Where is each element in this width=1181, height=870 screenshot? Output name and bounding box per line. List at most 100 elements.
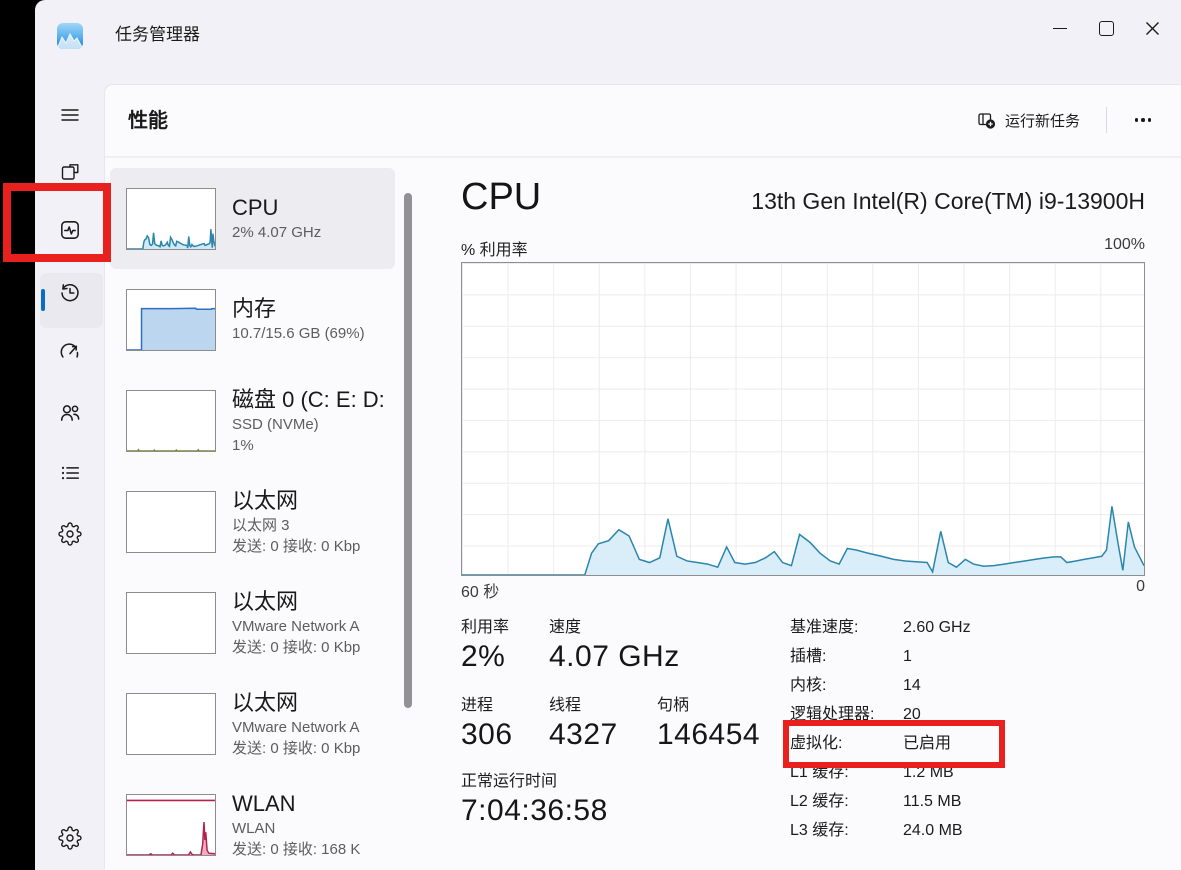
detail-value: 14 (903, 677, 921, 694)
maximize-button[interactable] (1083, 6, 1129, 50)
perf-list-item-wlan[interactable]: WLAN WLAN 发送: 0 接收: 168 K (110, 774, 395, 870)
list-scrollbar-thumb[interactable] (404, 193, 412, 708)
page-title: 性能 (128, 110, 168, 132)
perf-item-title: 磁盘 0 (C: E: D: (232, 386, 385, 412)
detail-label: L2 缓存: (790, 793, 849, 810)
cpu-utilization-series (462, 263, 1144, 575)
perf-item-subtitle: VMware Network A (232, 617, 360, 635)
sidebar-selected-indicator (41, 289, 45, 311)
perf-item-subtitle: 以太网 3 (232, 516, 290, 534)
sidebar-item-settings[interactable] (50, 818, 90, 858)
perf-item-subtitle: 2% 4.07 GHz (232, 224, 322, 241)
cpu-detail-panel: CPU 13th Gen Intel(R) Core(TM) i9-13900H… (461, 85, 1145, 870)
more-options-icon (1134, 118, 1139, 122)
perf-item-subtitle: 10.7/15.6 GB (69%) (232, 325, 365, 342)
perf-list-item-ethernet-vmware2[interactable]: 以太网 VMware Network A 发送: 0 接收: 0 Kbp (110, 673, 395, 774)
perf-item-subtitle2: 发送: 0 接收: 0 Kbp (232, 537, 361, 555)
detail-value: 1 (903, 648, 912, 665)
detail-row-l2-cache: L2 缓存: 11.5 MB (790, 787, 1140, 816)
detail-value: 11.5 MB (903, 793, 962, 810)
titlebar: 任务管理器 (35, 0, 1181, 70)
perf-item-subtitle2: 发送: 0 接收: 168 K (232, 840, 361, 858)
stat-label: 利用率 (461, 619, 510, 636)
maximize-icon (1098, 20, 1114, 36)
detail-value: 1.2 MB (903, 764, 954, 781)
sidebar-item-services[interactable] (50, 514, 90, 554)
settings-gear-icon (58, 826, 82, 850)
perf-item-title: 内存 (232, 296, 277, 321)
cpu-spec-details: 基准速度: 2.60 GHz 插槽: 1 内核: 14 逻辑处理器: 20 虚拟化: 已启… (790, 613, 1140, 845)
stat-label: 句柄 (657, 697, 690, 714)
sidebar-item-details[interactable] (50, 453, 90, 493)
header-divider (1106, 107, 1107, 133)
stat-label: 线程 (549, 697, 582, 714)
processor-name: 13th Gen Intel(R) Core(TM) i9-13900H (751, 188, 1145, 214)
perf-item-subtitle: SSD (NVMe) (232, 415, 319, 433)
detail-label: L1 缓存: (790, 764, 849, 781)
sidebar-item-startup-apps[interactable] (50, 332, 90, 372)
perf-item-subtitle2: 发送: 0 接收: 0 Kbp (232, 739, 361, 757)
startup-apps-icon (60, 343, 79, 358)
detail-value: 24.0 MB (903, 822, 963, 839)
detail-row-logical-processors: 逻辑处理器: 20 (790, 700, 1140, 729)
chart-x-right-label: 0 (1136, 578, 1145, 595)
detail-row-l3-cache: L3 缓存: 24.0 MB (790, 816, 1140, 845)
app-title: 任务管理器 (115, 25, 200, 44)
sidebar-item-performance[interactable] (50, 210, 90, 250)
sidebar-item-app-history[interactable] (50, 273, 90, 313)
perf-item-subtitle: WLAN (232, 819, 276, 837)
detail-row-cores: 内核: 14 (790, 671, 1140, 700)
stat-value-utilization: 2% (461, 640, 506, 673)
wlan-mini-chart (126, 793, 216, 856)
ethernet-mini-chart (126, 490, 216, 553)
new-task-icon (978, 112, 996, 129)
chart-y-axis-label: % 利用率 (461, 242, 528, 259)
cpu-panel-title: CPU (461, 176, 542, 218)
perf-list-item-ethernet3[interactable]: 以太网 以太网 3 发送: 0 接收: 0 Kbp (110, 471, 395, 572)
perf-list-item-disk0[interactable]: 磁盘 0 (C: E: D: SSD (NVMe) 1% (110, 370, 395, 471)
disk-mini-chart (126, 389, 216, 452)
stat-value-speed: 4.07 GHz (549, 640, 680, 673)
stat-value-processes: 306 (461, 718, 513, 751)
sidebar-item-users[interactable] (50, 393, 90, 433)
app-history-icon (61, 283, 79, 302)
ethernet-mini-chart (126, 692, 216, 755)
services-icon (58, 522, 82, 546)
close-button[interactable] (1129, 6, 1175, 50)
sidebar-item-menu[interactable] (50, 95, 90, 135)
detail-value: 20 (903, 706, 921, 723)
performance-list: CPU 2% 4.07 GHz 内存 10.7/15.6 GB (69%) 磁盘… (105, 158, 415, 870)
more-options-icon (1147, 118, 1152, 122)
perf-item-title: CPU (232, 195, 279, 220)
sidebar (35, 70, 105, 870)
more-options-icon (1141, 118, 1145, 122)
cpu-utilization-chart (461, 262, 1145, 576)
detail-row-l1-cache: L1 缓存: 1.2 MB (790, 758, 1140, 787)
task-manager-window: 任务管理器 (35, 0, 1181, 870)
perf-item-title: 以太网 (232, 487, 299, 513)
perf-item-subtitle2: 1% (232, 436, 254, 454)
perf-list-item-cpu[interactable]: CPU 2% 4.07 GHz (110, 168, 395, 269)
hamburger-menu-icon (61, 109, 79, 121)
detail-value: 2.60 GHz (903, 619, 971, 636)
perf-list-item-ethernet-vmware1[interactable]: 以太网 VMware Network A 发送: 0 接收: 0 Kbp (110, 572, 395, 673)
processes-icon (61, 164, 79, 180)
detail-label: 逻辑处理器: (790, 706, 875, 723)
run-new-task-button[interactable]: 运行新任务 (967, 104, 1090, 137)
perf-item-subtitle2: 发送: 0 接收: 0 Kbp (232, 638, 361, 656)
minimize-button[interactable] (1037, 6, 1083, 50)
detail-label: L3 缓存: (790, 822, 849, 839)
window-controls (1037, 0, 1175, 56)
ethernet-mini-chart (126, 591, 216, 654)
stat-label: 正常运行时间 (461, 773, 558, 790)
task-manager-logo (57, 23, 83, 49)
sidebar-item-processes[interactable] (50, 153, 90, 193)
detail-label: 基准速度: (790, 619, 859, 636)
chart-y-max-label: 100% (1104, 236, 1145, 253)
perf-list-item-memory[interactable]: 内存 10.7/15.6 GB (69%) (110, 269, 395, 370)
users-icon (60, 405, 80, 421)
stat-value-threads: 4327 (549, 718, 618, 751)
more-options-button[interactable] (1123, 103, 1163, 137)
detail-label: 插槽: (790, 648, 827, 665)
